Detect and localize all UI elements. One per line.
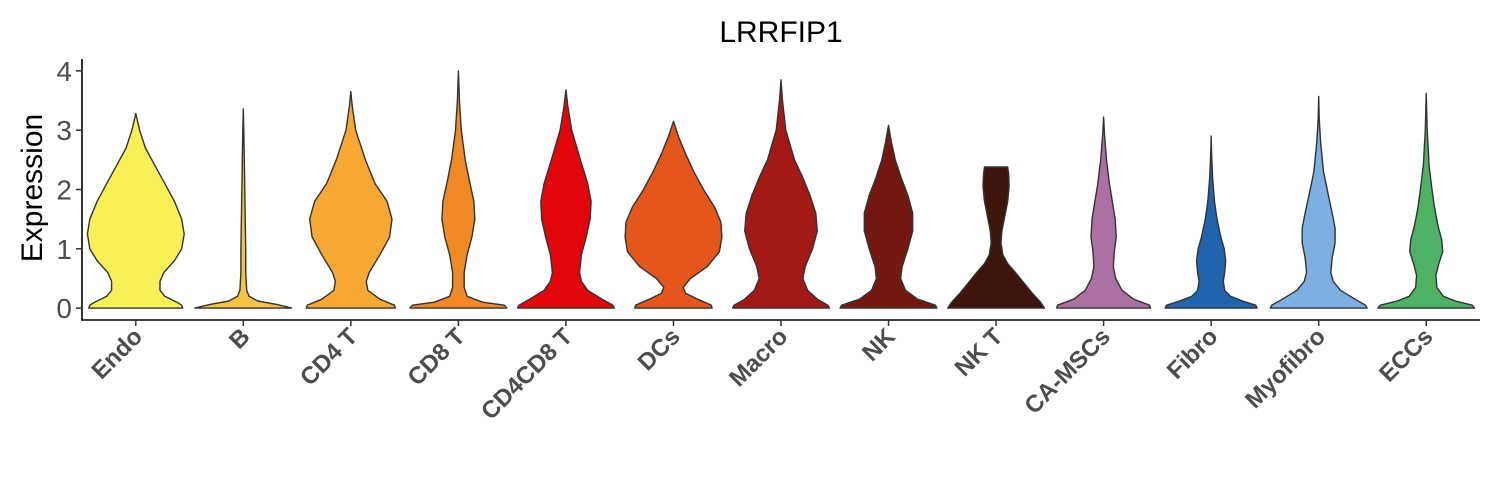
chart-title: LRRFIP1 [719, 16, 842, 49]
x-tick-label: DCs [633, 323, 686, 376]
x-tick-label: CD8 T [403, 323, 471, 391]
violin-dcs [624, 120, 723, 309]
x-tick-label: CD4 T [295, 323, 363, 391]
x-tick-label: Endo [86, 323, 148, 385]
x-ticks: Endo B CD4 T CD8 T CD4CD8 T DCs Macro NK NK T CA-… [86, 320, 1438, 425]
violin-group [86, 70, 1476, 309]
violin-cd4cd8-t [516, 89, 615, 309]
x-tick-label: Fibro [1162, 323, 1224, 385]
y-tick-label: 4 [56, 56, 72, 87]
violin-nk [839, 124, 938, 309]
x-tick-label: NK [857, 323, 901, 367]
violin-endo [86, 112, 185, 309]
violin-eccs [1377, 92, 1476, 309]
y-tick-label: 0 [56, 293, 72, 324]
y-ticks: 0 1 2 3 4 [56, 56, 82, 324]
x-tick-label: ECCs [1374, 323, 1438, 387]
violin-ca-mscs [1056, 116, 1152, 309]
x-tick-label: B [224, 323, 255, 354]
y-tick-label: 2 [56, 175, 72, 206]
violin-cd8-t [409, 70, 508, 309]
x-tick-label: Myofibro [1240, 323, 1331, 414]
x-tick-label: Macro [724, 323, 793, 392]
x-tick-label: CA-MSCs [1019, 323, 1115, 419]
violin-myofibro [1269, 95, 1368, 309]
violin-cd4-t [305, 90, 397, 309]
x-tick-label: NK T [950, 323, 1009, 382]
violin-nk-t [947, 166, 1046, 309]
violin-b [194, 108, 293, 309]
violin-macro [731, 79, 831, 309]
x-tick-label: CD4CD8 T [476, 323, 578, 425]
y-tick-label: 1 [56, 234, 72, 265]
violin-fibro [1164, 135, 1258, 309]
y-tick-label: 3 [56, 115, 72, 146]
y-axis-label: Expression [16, 114, 49, 262]
